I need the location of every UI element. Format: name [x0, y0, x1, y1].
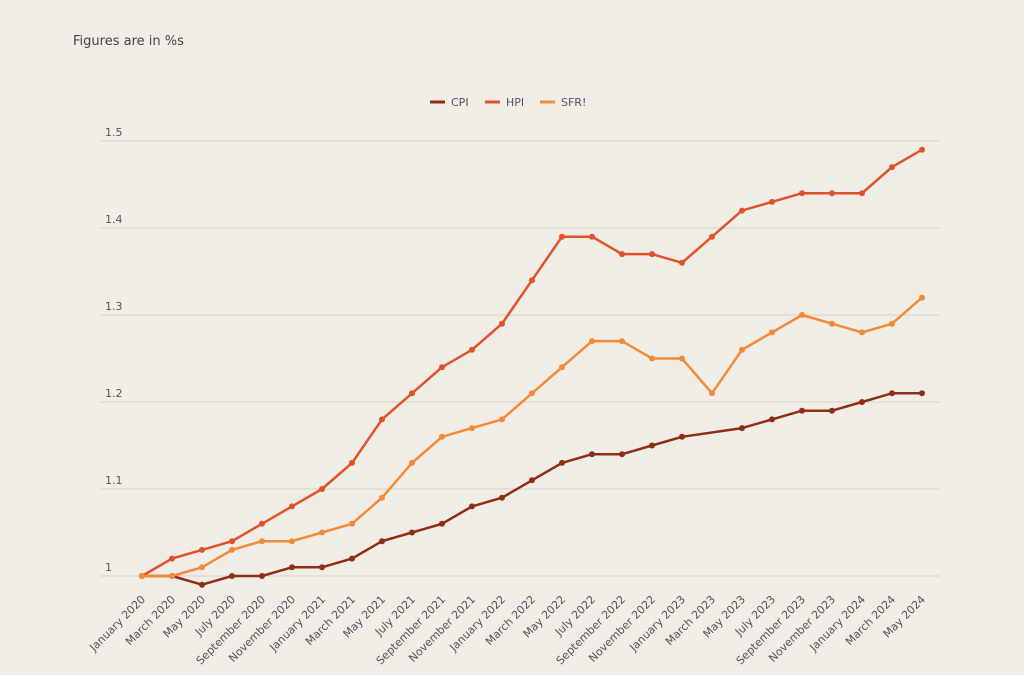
data-point: [679, 355, 685, 362]
data-point: [319, 486, 325, 492]
data-point: [709, 233, 715, 240]
data-point: [379, 494, 385, 501]
series-line-cpi: [142, 392, 922, 586]
data-point: [349, 520, 355, 527]
data-point: [679, 259, 685, 266]
data-point: [799, 312, 805, 318]
data-point: [349, 459, 355, 466]
data-point: [259, 573, 265, 579]
data-point: [469, 503, 475, 510]
data-point: [559, 459, 565, 466]
series-line-hpi: [141, 148, 923, 578]
data-point: [799, 190, 805, 197]
data-point: [439, 433, 445, 440]
data-point: [319, 529, 325, 536]
data-point: [859, 399, 865, 405]
legend-label: CPI: [451, 96, 469, 109]
data-point: [739, 207, 745, 214]
data-point: [769, 416, 775, 423]
data-point: [919, 390, 925, 397]
data-point: [499, 494, 505, 501]
data-point: [439, 364, 445, 371]
data-point: [499, 416, 505, 423]
data-point: [679, 433, 685, 440]
data-point: [409, 529, 415, 536]
y-tick-label: 1: [105, 561, 112, 574]
data-point: [229, 573, 235, 579]
data-point: [259, 538, 265, 545]
y-tick-label: 1.4: [105, 213, 123, 226]
data-point: [889, 390, 895, 397]
data-point: [649, 355, 655, 362]
data-point: [649, 251, 655, 258]
data-point: [529, 477, 535, 484]
data-point: [199, 581, 205, 588]
data-point: [529, 390, 535, 397]
data-point: [409, 459, 415, 466]
y-tick-label: 1.3: [105, 300, 123, 313]
data-point: [559, 233, 565, 240]
data-point: [409, 390, 415, 397]
legend-label: SFR!: [561, 96, 586, 109]
data-point: [589, 233, 595, 240]
data-point: [259, 520, 265, 527]
data-point: [529, 277, 535, 284]
data-point: [739, 425, 745, 432]
data-point: [709, 390, 715, 397]
data-point: [859, 190, 865, 197]
data-point: [919, 146, 925, 153]
data-point: [229, 546, 235, 553]
data-point: [769, 198, 775, 205]
data-point: [829, 320, 835, 327]
data-point: [919, 294, 925, 301]
data-point: [199, 546, 205, 553]
data-point: [169, 573, 175, 579]
data-point: [199, 564, 205, 571]
data-point: [139, 573, 145, 579]
data-point: [769, 329, 775, 336]
data-point: [229, 538, 235, 545]
data-point: [469, 346, 475, 353]
series-line-sfr: [142, 296, 923, 578]
data-point: [289, 564, 295, 571]
data-point: [889, 164, 895, 171]
data-point: [559, 364, 565, 371]
data-point: [619, 251, 625, 258]
data-point: [889, 320, 895, 327]
data-point: [739, 346, 745, 353]
units-note: Figures are in %s: [73, 34, 184, 49]
data-point: [619, 338, 625, 345]
data-point: [379, 416, 385, 423]
data-point: [289, 538, 295, 545]
data-point: [589, 338, 595, 345]
data-point: [319, 564, 325, 571]
data-point: [649, 442, 655, 449]
data-point: [379, 538, 385, 545]
data-point: [289, 503, 295, 510]
data-point: [859, 329, 865, 336]
y-tick-label: 1.1: [105, 474, 123, 487]
data-point: [439, 520, 445, 527]
y-tick-label: 1.2: [105, 387, 123, 400]
data-point: [619, 451, 625, 458]
data-point: [589, 451, 595, 458]
data-point: [469, 425, 475, 432]
data-point: [169, 555, 175, 562]
data-point: [499, 320, 505, 327]
data-point: [349, 555, 355, 562]
data-point: [829, 190, 835, 197]
data-point: [799, 407, 805, 414]
data-point: [829, 407, 835, 414]
y-tick-label: 1.5: [105, 126, 123, 139]
legend-label: HPI: [506, 96, 524, 109]
